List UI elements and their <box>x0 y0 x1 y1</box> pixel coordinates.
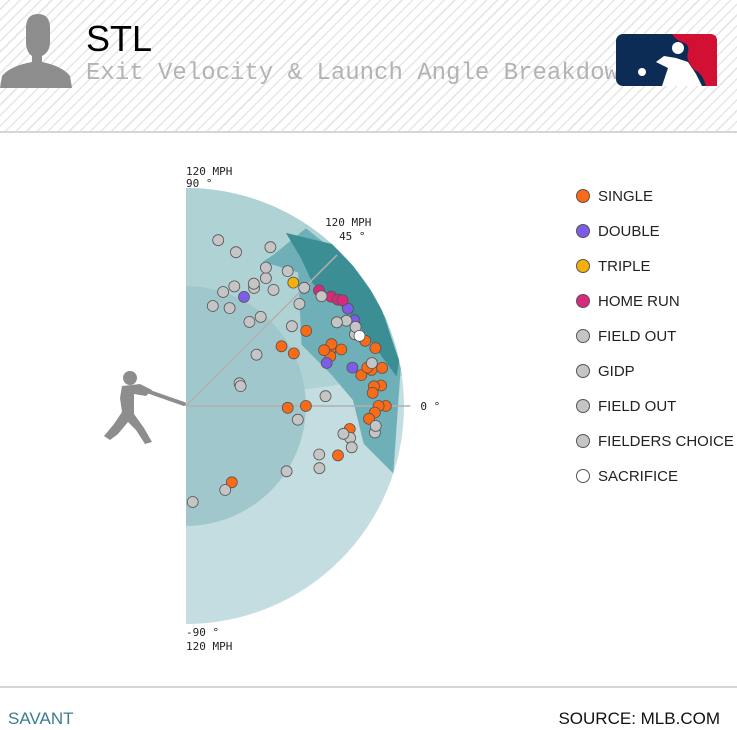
legend-label: SACRIFICE <box>598 468 679 485</box>
data-point-out <box>264 241 277 254</box>
footer-divider <box>0 686 737 688</box>
legend-swatch <box>576 294 590 308</box>
data-point-out <box>186 496 199 508</box>
data-point-out <box>259 272 272 285</box>
data-point-out <box>234 380 247 393</box>
data-point-single <box>281 401 294 414</box>
mlb-logo-icon <box>616 34 717 86</box>
data-point-out <box>330 316 343 329</box>
chart-points <box>186 234 392 508</box>
data-point-out <box>243 315 256 328</box>
data-point-out <box>259 261 272 274</box>
source-credit: SOURCE: MLB.COM <box>558 709 720 728</box>
data-point-single <box>369 342 382 355</box>
data-point-out <box>217 286 230 298</box>
page-title: STL <box>86 18 153 59</box>
data-point-double <box>341 302 354 315</box>
axis-label-top-angle: 90 ° <box>186 177 213 190</box>
data-point-single <box>275 340 288 353</box>
header: STL Exit Velocity & Launch Angle Breakdo… <box>0 0 737 133</box>
legend-swatch <box>576 434 590 448</box>
legend-label: HOME RUN <box>598 293 680 310</box>
batter-silhouette-icon <box>104 371 186 444</box>
data-point-single <box>366 386 379 399</box>
legend-swatch <box>576 189 590 203</box>
data-point-out <box>281 265 294 277</box>
data-point-out <box>285 320 298 333</box>
data-point-out <box>369 419 382 432</box>
data-point-sacrifice <box>353 329 366 342</box>
legend-swatch <box>576 259 590 273</box>
data-point-out <box>337 427 350 440</box>
legend-label: TRIPLE <box>598 258 651 275</box>
data-point-out <box>206 300 219 312</box>
data-point-out <box>345 441 358 454</box>
data-point-out <box>365 357 378 370</box>
data-point-out <box>223 302 236 315</box>
axis-label-bottom-angle: -90 ° <box>186 626 219 639</box>
data-point-out <box>315 290 328 303</box>
data-point-out <box>291 413 304 426</box>
savant-link[interactable]: SAVANT <box>8 709 74 728</box>
data-point-out <box>250 348 263 361</box>
data-point-out <box>319 390 332 403</box>
data-point-single <box>332 449 344 462</box>
data-point-out <box>230 246 242 259</box>
data-point-single <box>225 476 238 489</box>
data-point-out <box>228 280 241 293</box>
legend-swatch <box>576 329 590 343</box>
data-point-single <box>287 347 300 360</box>
data-point-double <box>320 357 333 369</box>
data-point-out <box>298 281 311 294</box>
axis-label-diag-speed: 120 MPH <box>325 216 371 229</box>
data-point-out <box>267 283 280 296</box>
legend-swatch <box>576 399 590 413</box>
legend-label: FIELD OUT <box>598 398 677 415</box>
axis-label-top-speed: 120 MPH <box>186 165 232 178</box>
legend-label: GIDP <box>598 363 635 380</box>
data-point-single <box>299 400 312 412</box>
legend-label: FIELDERS CHOICE <box>598 433 734 450</box>
data-point-out <box>219 484 232 496</box>
axis-label-zero-angle: 0 ° <box>420 400 440 413</box>
data-point-single <box>376 361 389 374</box>
data-point-single <box>318 344 331 357</box>
data-point-single <box>335 343 348 356</box>
data-point-triple <box>287 276 300 289</box>
chart-axis-labels: 120 MPH 90 ° 120 MPH 45 ° 0 ° -90 ° 120 … <box>186 165 440 650</box>
data-point-out <box>254 310 267 323</box>
data-point-out <box>293 297 306 310</box>
legend-label: DOUBLE <box>598 223 660 240</box>
data-point-out <box>280 465 293 478</box>
legend-label: SINGLE <box>598 188 654 205</box>
legend-swatch <box>576 224 590 238</box>
legend-label: FIELD OUT <box>598 328 677 345</box>
exit-velocity-launch-angle-chart: 120 MPH 90 ° 120 MPH 45 ° 0 ° -90 ° 120 … <box>104 165 440 650</box>
data-point-out <box>313 462 326 475</box>
data-point-home-run <box>336 294 349 307</box>
data-point-double <box>238 290 250 303</box>
data-point-single <box>300 324 313 337</box>
axis-line-45-degrees <box>185 254 338 407</box>
legend-swatch <box>576 364 590 378</box>
page-subtitle: Exit Velocity & Launch Angle Breakdown <box>86 60 616 87</box>
legend-swatch <box>576 469 590 483</box>
data-point-out <box>212 234 225 247</box>
axis-label-bottom-speed: 120 MPH <box>186 640 232 650</box>
data-point-out <box>313 448 326 461</box>
axis-label-diag-angle: 45 ° <box>339 230 366 243</box>
data-point-double <box>346 361 359 374</box>
player-silhouette-icon <box>0 14 72 88</box>
data-point-out <box>247 277 260 290</box>
